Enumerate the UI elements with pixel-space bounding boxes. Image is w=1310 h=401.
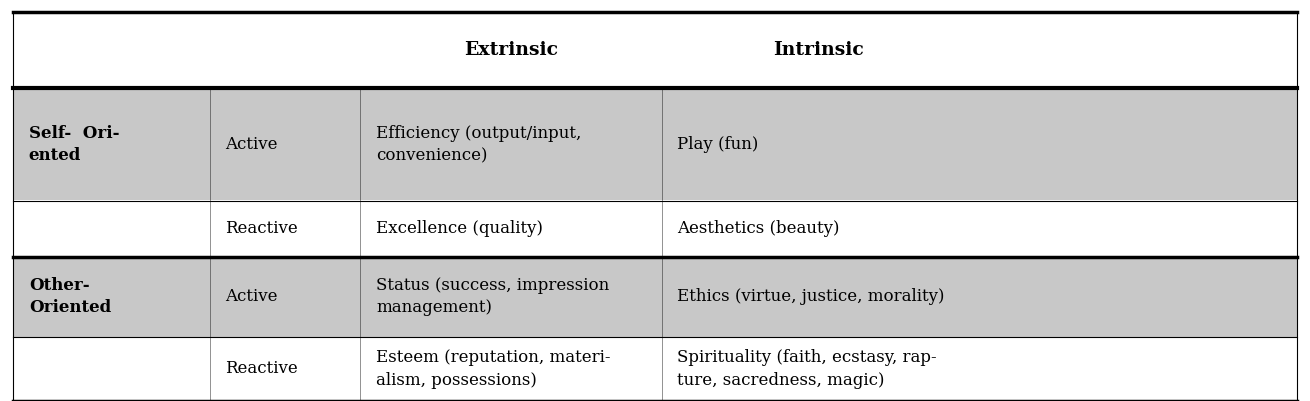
- Bar: [13, 12, 1297, 88]
- Text: Aesthetics (beauty): Aesthetics (beauty): [677, 220, 840, 237]
- Bar: [13, 88, 1297, 200]
- Text: Active: Active: [225, 288, 278, 305]
- Bar: [13, 257, 1297, 337]
- Text: Status (success, impression
management): Status (success, impression management): [376, 277, 609, 316]
- Text: Reactive: Reactive: [225, 220, 299, 237]
- Text: Ethics (virtue, justice, morality): Ethics (virtue, justice, morality): [677, 288, 945, 305]
- Text: Extrinsic: Extrinsic: [464, 41, 558, 59]
- Text: Efficiency (output/input,
convenience): Efficiency (output/input, convenience): [376, 125, 582, 164]
- Text: Excellence (quality): Excellence (quality): [376, 220, 542, 237]
- Bar: [13, 337, 1297, 401]
- Bar: [13, 200, 1297, 257]
- Text: Play (fun): Play (fun): [677, 136, 758, 153]
- Text: Esteem (reputation, materi-
alism, possessions): Esteem (reputation, materi- alism, posse…: [376, 349, 610, 389]
- Text: Self-  Ori-
ented: Self- Ori- ented: [29, 125, 119, 164]
- Text: Other-
Oriented: Other- Oriented: [29, 277, 111, 316]
- Text: Active: Active: [225, 136, 278, 153]
- Text: Intrinsic: Intrinsic: [773, 41, 865, 59]
- Text: Reactive: Reactive: [225, 360, 299, 377]
- Text: Spirituality (faith, ecstasy, rap-
ture, sacredness, magic): Spirituality (faith, ecstasy, rap- ture,…: [677, 349, 937, 389]
